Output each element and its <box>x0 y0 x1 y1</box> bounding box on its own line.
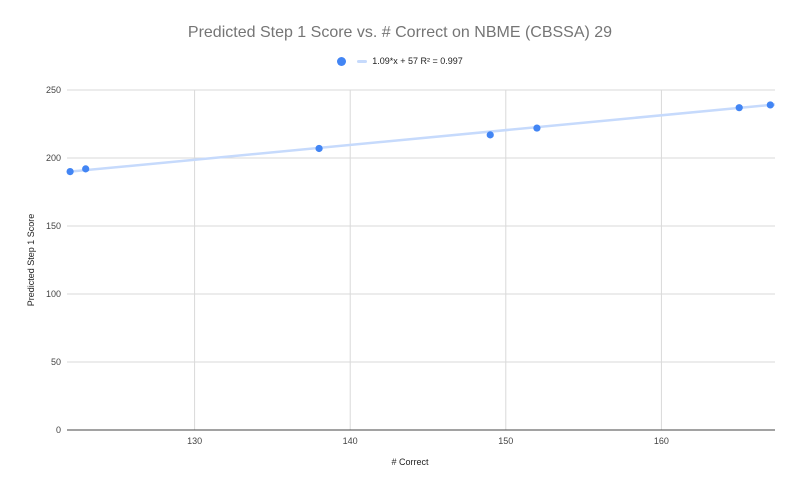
y-tick-label: 0 <box>56 425 61 435</box>
trendline <box>66 103 776 174</box>
data-point <box>486 131 494 139</box>
y-axis-label: Predicted Step 1 Score <box>26 213 36 307</box>
trendline-marker-icon <box>357 59 368 63</box>
x-tick-label: 150 <box>498 436 513 446</box>
data-point <box>735 104 743 112</box>
y-tick-label: 50 <box>51 357 61 367</box>
y-tick-label: 150 <box>46 221 61 231</box>
y-tick-label: 200 <box>46 153 61 163</box>
chart-legend[interactable]: 1.09*x + 57 R² = 0.997 <box>0 56 800 66</box>
x-tick-label: 130 <box>187 436 202 446</box>
chart-title: Predicted Step 1 Score vs. # Correct on … <box>187 24 613 41</box>
x-tick-label: 160 <box>654 436 669 446</box>
data-point <box>66 168 74 176</box>
y-tick-label: 250 <box>46 85 61 95</box>
legend-trendline-label: 1.09*x + 57 R² = 0.997 <box>372 56 463 66</box>
y-tick-label: 100 <box>46 289 61 299</box>
series-marker-icon <box>337 56 347 66</box>
data-point <box>315 144 323 153</box>
data-point <box>533 124 541 132</box>
x-tick-label: 140 <box>343 436 358 446</box>
data-point <box>82 165 90 173</box>
data-point <box>766 101 774 109</box>
x-axis-label: # Correct <box>391 457 429 467</box>
